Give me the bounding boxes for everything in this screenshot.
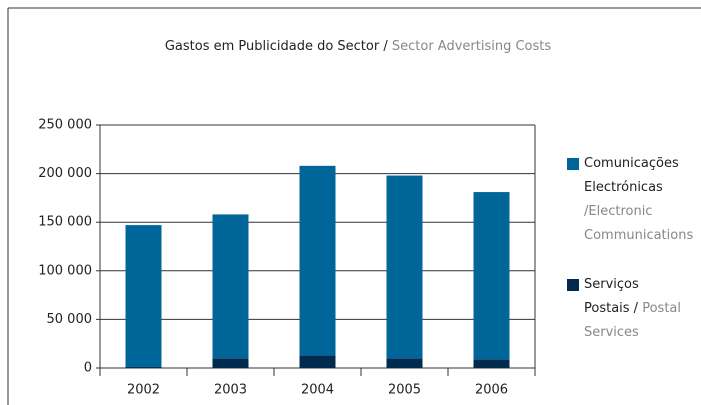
subtitle: Sector Advertising Costs <box>392 39 551 54</box>
bar-segment <box>386 175 423 359</box>
x-tick-label: 2004 <box>301 383 334 398</box>
y-tick-label: 250 000 <box>38 118 92 133</box>
y-tick-label: 0 <box>84 361 92 376</box>
x-tick-label: 2006 <box>475 383 508 398</box>
bar-segment <box>386 358 423 368</box>
legend-item: Comunicações Electrónicas /Electronic Co… <box>567 152 693 248</box>
bar-segment <box>212 358 249 368</box>
title: Gastos em Publicidade do Sector / <box>165 39 389 54</box>
y-tick-label: 50 000 <box>47 312 93 327</box>
legend-swatch <box>567 158 579 170</box>
legend-label: Comunicações Electrónicas <box>584 156 679 195</box>
bar-segment <box>125 225 162 368</box>
bar-segment <box>125 367 162 368</box>
y-tick-label: 200 000 <box>38 166 92 181</box>
x-tick-label: 2003 <box>214 383 247 398</box>
legend-label-en: /Electronic Communications <box>584 204 694 243</box>
bar-segment <box>212 214 249 359</box>
bar-segment <box>299 355 336 368</box>
bar-segment <box>473 192 510 360</box>
legend-text: Comunicações Electrónicas /Electronic Co… <box>584 152 693 248</box>
bar-segment <box>473 359 510 368</box>
bar-segment <box>299 165 336 356</box>
legend-item: Serviços Postais / Postal Services <box>567 273 685 345</box>
chart-title: Gastos em Publicidade do Sector / Sector… <box>165 39 552 54</box>
legend-label-en: Postal Services <box>584 301 681 340</box>
x-tick-label: 2005 <box>388 383 421 398</box>
legend-text: Serviços Postais / Postal Services <box>584 273 684 345</box>
x-tick-label: 2002 <box>127 383 160 398</box>
y-tick-label: 100 000 <box>38 263 92 278</box>
legend-label: Serviços Postais / <box>584 277 639 316</box>
legend-swatch <box>567 279 579 291</box>
y-tick-label: 150 000 <box>38 215 92 230</box>
